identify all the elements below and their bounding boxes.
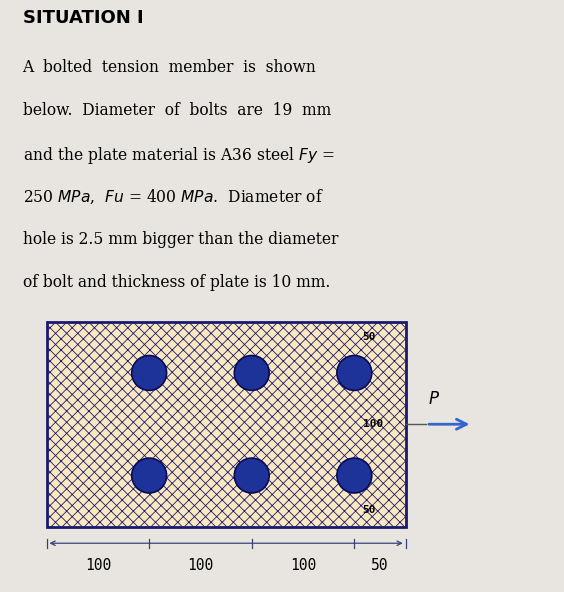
Text: 100: 100 — [187, 558, 214, 572]
Text: of bolt and thickness of plate is 10 mm.: of bolt and thickness of plate is 10 mm. — [23, 274, 330, 291]
Circle shape — [132, 356, 166, 390]
Circle shape — [234, 458, 269, 493]
Text: and the plate material is A36 steel $\mathit{Fy}$ =: and the plate material is A36 steel $\ma… — [23, 145, 334, 166]
Circle shape — [337, 356, 372, 390]
Text: hole is 2.5 mm bigger than the diameter: hole is 2.5 mm bigger than the diameter — [23, 231, 338, 248]
Circle shape — [132, 458, 166, 493]
Text: SITUATION I: SITUATION I — [23, 9, 143, 27]
Text: $P$: $P$ — [428, 391, 440, 408]
Bar — [47, 321, 406, 527]
Bar — [47, 321, 406, 527]
Text: 50: 50 — [363, 504, 376, 514]
Text: 250 $\mathit{MPa}$,  $\mathit{Fu}$ = 400 $\mathit{MPa}$.  Diameter of: 250 $\mathit{MPa}$, $\mathit{Fu}$ = 400 … — [23, 188, 323, 206]
Text: 100: 100 — [290, 558, 316, 572]
Text: below.  Diameter  of  bolts  are  19  mm: below. Diameter of bolts are 19 mm — [23, 102, 331, 119]
Circle shape — [234, 356, 269, 390]
Text: 100: 100 — [85, 558, 111, 572]
Text: 50: 50 — [371, 558, 389, 572]
Text: 100: 100 — [363, 419, 383, 429]
Text: 50: 50 — [363, 332, 376, 342]
Circle shape — [337, 458, 372, 493]
Text: A  bolted  tension  member  is  shown: A bolted tension member is shown — [23, 59, 316, 76]
